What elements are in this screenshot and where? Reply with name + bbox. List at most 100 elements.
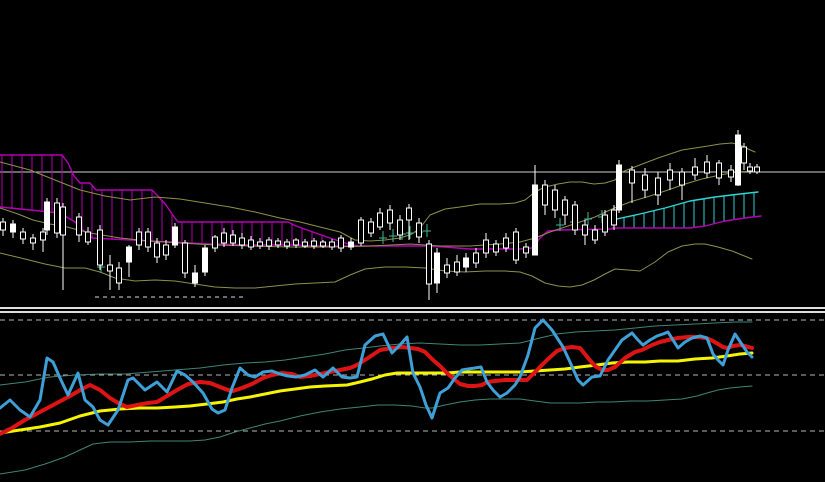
price-panel[interactable] (0, 130, 825, 300)
candle-body-hollow (154, 242, 160, 258)
candle (248, 236, 254, 250)
candle-body-hollow (116, 267, 122, 284)
candle (611, 205, 617, 230)
candle-body-hollow (20, 231, 26, 240)
candle (728, 165, 734, 182)
candle-body-solid (202, 247, 208, 273)
candle-body-solid (434, 252, 440, 284)
candlestick-series (0, 130, 760, 300)
candle (513, 228, 519, 264)
candle-body-hollow (387, 209, 393, 224)
candle-body-hollow (562, 199, 568, 216)
candle-body-hollow (358, 219, 364, 244)
candle-body-hollow (248, 239, 254, 248)
candle (136, 228, 142, 250)
candle (532, 165, 538, 256)
candle (592, 225, 598, 244)
candle (266, 237, 272, 250)
candle-body-hollow (542, 184, 548, 206)
oscillator-slow-yellow-line (0, 351, 754, 435)
candle-body-solid (735, 134, 741, 186)
candle (416, 218, 422, 243)
candle-body-hollow (182, 242, 188, 274)
candle (473, 248, 479, 268)
oscillator-envelope-lower-teal-line (0, 385, 753, 475)
candle (562, 196, 568, 225)
candle (145, 228, 151, 252)
candle (284, 239, 290, 249)
candle (503, 233, 509, 252)
candle-body-hollow (0, 221, 6, 231)
candle (358, 217, 364, 246)
candle-body-solid (192, 272, 198, 284)
candle (202, 245, 208, 276)
band-upper-olive (0, 142, 756, 242)
oscillator-fast-blue-line (0, 318, 754, 427)
candle-body-hollow (667, 169, 673, 181)
candle (741, 143, 747, 170)
candle-body-solid (126, 246, 132, 263)
candle (30, 234, 36, 250)
candle-body-hollow (257, 241, 263, 247)
ichimoku-cloud-bearish-upper-boundary (0, 154, 359, 247)
candle-body-hollow (642, 174, 648, 191)
candle-body-solid (532, 184, 538, 256)
candle (368, 218, 374, 237)
candle (667, 163, 673, 190)
candle-body-hollow (368, 221, 374, 234)
candle (377, 208, 383, 230)
candle (275, 238, 281, 248)
candle-body-hollow (30, 237, 36, 244)
candle-body-hollow (483, 239, 489, 254)
candle-body-hollow (679, 171, 685, 186)
oscillator-signal-red-line (0, 335, 754, 436)
candle (97, 225, 103, 270)
candle-body-hollow (406, 207, 412, 221)
candle-body-hollow (523, 246, 529, 254)
candle (44, 198, 50, 235)
candle-body-hollow (293, 239, 299, 246)
candle-body-hollow (221, 232, 227, 244)
ichimoku-cloud-bearish-lower-boundary (0, 206, 359, 247)
candle-body-hollow (320, 241, 326, 247)
candle (257, 238, 263, 249)
candle-body-hollow (397, 219, 403, 236)
oscillator-panel[interactable] (0, 318, 825, 475)
candle (406, 204, 412, 240)
candle-body-hollow (97, 229, 103, 266)
candle (0, 218, 6, 236)
candle (230, 230, 236, 246)
candle-body-hollow (692, 166, 698, 176)
candle-body-hollow (704, 161, 710, 174)
candle-body-hollow (338, 237, 344, 249)
candle (387, 205, 393, 230)
senkou-span-flat-line (357, 228, 613, 250)
candle (542, 180, 548, 215)
candle-body-hollow (329, 241, 335, 248)
candle-body-solid (172, 226, 178, 246)
candle (493, 240, 499, 256)
candle (85, 227, 91, 245)
candle (463, 253, 469, 272)
candle (329, 239, 335, 250)
candle (616, 160, 622, 213)
candle (320, 240, 326, 248)
candle (655, 172, 661, 205)
candle (572, 201, 578, 235)
candle (212, 235, 218, 252)
candle-body-solid (44, 201, 50, 231)
candle (348, 238, 354, 250)
candle-body-hollow (416, 222, 422, 238)
candle (10, 220, 16, 238)
candle (107, 255, 113, 290)
candle (704, 155, 710, 178)
panel-separator[interactable] (0, 307, 825, 313)
candle-body-hollow (716, 162, 722, 179)
candle (60, 203, 66, 290)
candle-body-hollow (284, 241, 290, 247)
candle-body-hollow (741, 146, 747, 164)
candle (338, 235, 344, 252)
candle (40, 228, 46, 252)
